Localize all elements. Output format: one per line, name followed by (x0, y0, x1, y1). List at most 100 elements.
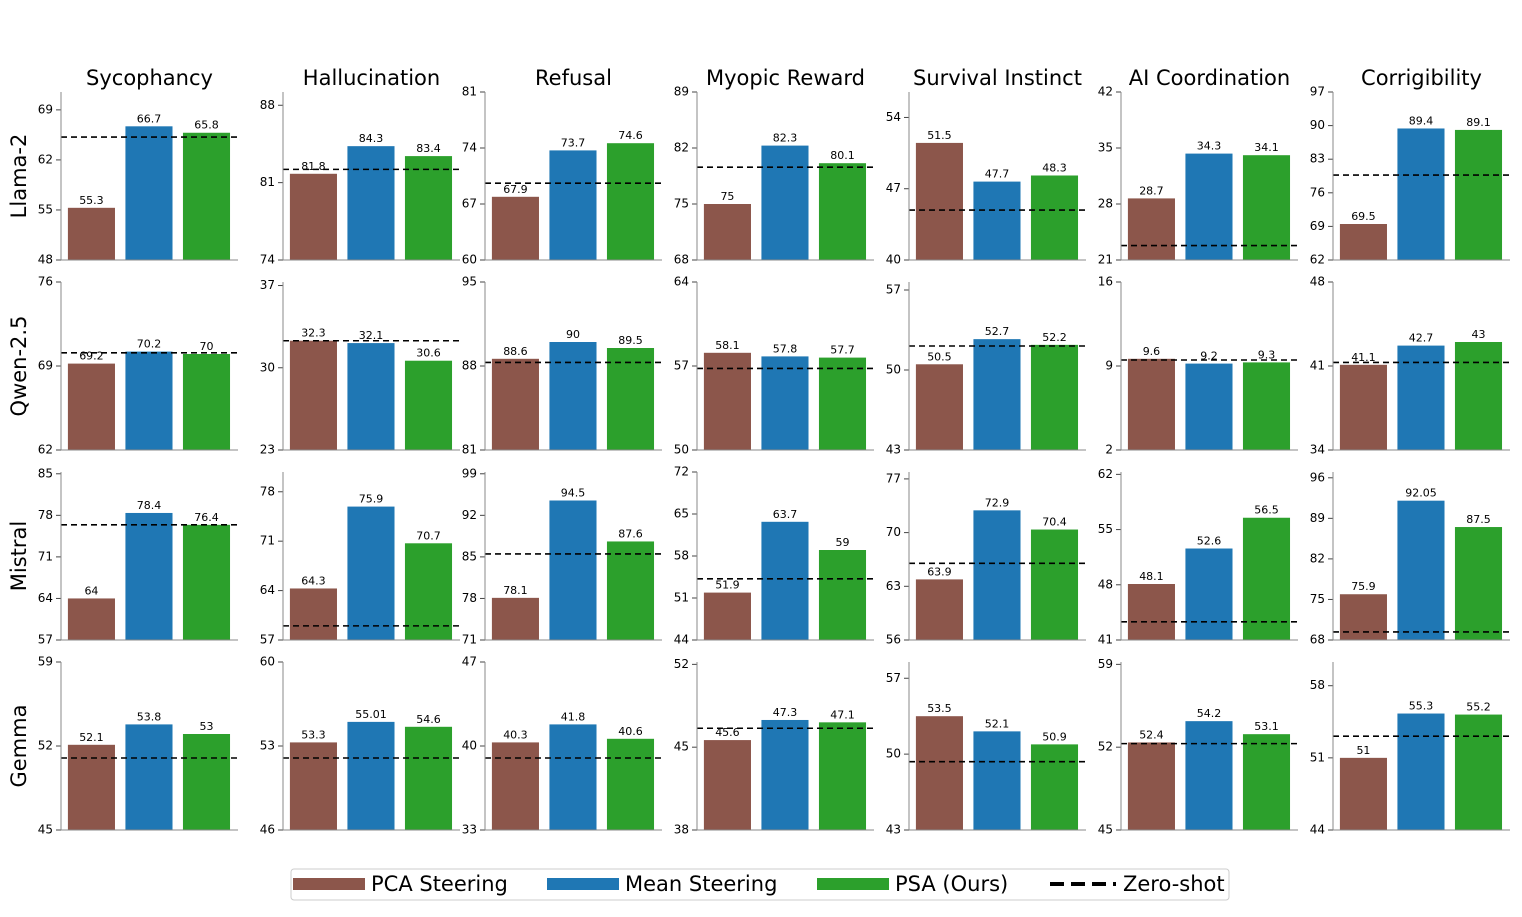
y-tick-label: 33 (462, 823, 477, 837)
bar (289, 742, 337, 830)
y-tick-label: 65 (674, 507, 689, 521)
bar (67, 207, 115, 260)
bar (125, 724, 173, 830)
value-label: 90 (566, 328, 580, 341)
bar (67, 598, 115, 640)
y-tick-label: 35 (1098, 141, 1113, 155)
bar (1242, 517, 1291, 640)
value-label: 40.6 (618, 725, 643, 738)
y-tick-label: 62 (1310, 253, 1325, 267)
bar (1185, 721, 1233, 830)
value-label: 75.9 (1351, 580, 1376, 593)
y-tick-label: 75 (1310, 592, 1325, 606)
y-tick-label: 48 (38, 253, 53, 267)
y-tick-label: 72 (674, 465, 689, 479)
y-tick-label: 57 (38, 633, 53, 647)
bar (1127, 584, 1175, 640)
legend-label: Mean Steering (625, 872, 777, 896)
y-tick-label: 64 (260, 583, 275, 597)
y-tick-label: 85 (462, 549, 477, 563)
y-tick-label: 45 (1098, 823, 1113, 837)
y-tick-label: 89 (674, 85, 689, 99)
value-label: 52.1 (79, 731, 104, 744)
bar (182, 734, 231, 830)
bar (818, 357, 867, 450)
y-tick-label: 68 (1310, 633, 1325, 647)
y-tick-label: 81 (462, 443, 477, 457)
y-tick-label: 69 (38, 359, 53, 373)
bar (404, 360, 453, 450)
value-label: 28.7 (1139, 184, 1164, 197)
y-tick-label: 40 (886, 253, 901, 267)
y-tick-label: 58 (1310, 678, 1325, 692)
value-label: 53.3 (301, 728, 326, 741)
y-tick-label: 9 (1105, 359, 1113, 373)
y-tick-label: 52 (38, 739, 53, 753)
y-tick-label: 83 (1310, 152, 1325, 166)
y-tick-label: 71 (260, 534, 275, 548)
bar (1339, 594, 1387, 640)
column-title: Survival Instinct (913, 66, 1082, 90)
value-label: 70 (199, 340, 213, 353)
value-label: 89.1 (1466, 116, 1491, 129)
column-title: AI Coordination (1129, 66, 1290, 90)
y-tick-label: 47 (886, 181, 901, 195)
bar (703, 740, 751, 830)
y-tick-label: 45 (674, 740, 689, 754)
bar (404, 156, 453, 260)
bar (606, 738, 655, 830)
legend-label: PCA Steering (371, 872, 508, 896)
bar (1127, 358, 1175, 450)
value-label: 59 (835, 536, 849, 549)
bar (703, 592, 751, 640)
value-label: 67.9 (503, 183, 528, 196)
value-label: 92.05 (1405, 487, 1437, 500)
value-label: 78.4 (137, 499, 162, 512)
value-label: 52.2 (1042, 331, 1067, 344)
y-tick-label: 74 (260, 253, 275, 267)
value-label: 70.2 (137, 338, 162, 351)
y-tick-label: 48 (1098, 577, 1113, 591)
y-tick-label: 89 (1310, 511, 1325, 525)
bar (1185, 548, 1233, 640)
value-label: 32.3 (301, 327, 326, 340)
bar (761, 719, 809, 830)
value-label: 72.9 (985, 496, 1010, 509)
y-tick-label: 62 (1098, 467, 1113, 481)
value-label: 55.3 (79, 194, 104, 207)
value-label: 54.6 (416, 713, 441, 726)
bar (915, 716, 963, 830)
bar (606, 348, 655, 450)
bar (1242, 734, 1291, 830)
value-label: 41.8 (561, 710, 586, 723)
bar (1397, 128, 1445, 260)
bar (1030, 175, 1079, 260)
value-label: 88.6 (503, 345, 528, 358)
y-tick-label: 2 (1105, 443, 1113, 457)
value-label: 51.5 (927, 129, 952, 142)
bar (347, 146, 395, 260)
bar (182, 354, 231, 450)
value-label: 53.5 (927, 702, 952, 715)
value-label: 54.2 (1197, 707, 1222, 720)
y-tick-label: 90 (1310, 118, 1325, 132)
bar (289, 173, 337, 260)
value-label: 41.1 (1351, 351, 1376, 364)
value-label: 52.7 (985, 325, 1010, 338)
y-tick-label: 67 (462, 197, 477, 211)
value-label: 50.5 (927, 350, 952, 363)
y-tick-label: 97 (1310, 85, 1325, 99)
column-title: Refusal (535, 66, 612, 90)
bar (182, 132, 231, 260)
bar (347, 506, 395, 640)
bar (761, 145, 809, 260)
y-tick-label: 37 (260, 278, 275, 292)
value-label: 63.7 (773, 508, 798, 521)
bar (67, 744, 115, 830)
bar (491, 742, 539, 830)
bar (973, 181, 1021, 260)
y-tick-label: 78 (38, 508, 53, 522)
y-tick-label: 71 (462, 633, 477, 647)
y-tick-label: 69 (1310, 219, 1325, 233)
bar (915, 364, 963, 450)
